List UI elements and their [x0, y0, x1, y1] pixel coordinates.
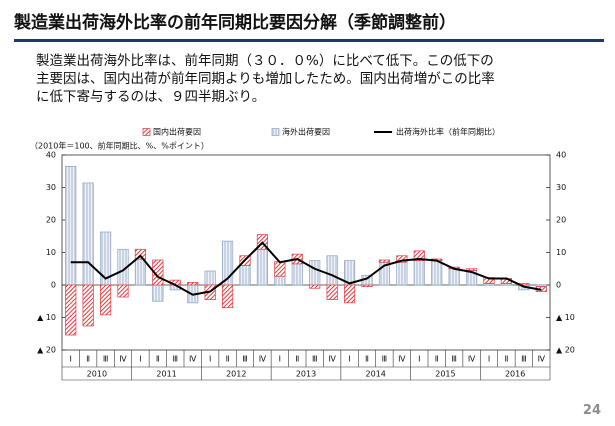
bar — [152, 259, 164, 286]
year-label: 2010 — [87, 370, 107, 379]
x-tick-label: Ⅱ — [86, 355, 90, 364]
year-label: 2012 — [226, 370, 246, 379]
y2-tick-label: ▲ 10 — [556, 313, 575, 322]
bar — [82, 182, 94, 286]
y2-tick-label: 20 — [556, 216, 566, 225]
bar — [99, 284, 112, 316]
year-label: 2016 — [505, 370, 525, 379]
bar — [343, 284, 356, 304]
x-tick-label: Ⅱ — [435, 355, 439, 364]
x-tick-label: Ⅰ — [279, 355, 281, 364]
bar — [396, 261, 408, 286]
x-tick-label: Ⅳ — [468, 355, 476, 364]
bar — [326, 255, 338, 286]
x-tick-label: Ⅱ — [156, 355, 160, 364]
x-tick-label: Ⅰ — [70, 355, 72, 364]
bar — [448, 268, 460, 286]
y2-tick-label: ▲ 20 — [556, 346, 575, 355]
bar — [378, 259, 391, 263]
bar — [152, 284, 164, 302]
x-tick-label: Ⅱ — [295, 355, 299, 364]
bar — [221, 284, 234, 309]
x-tick-label: Ⅳ — [189, 355, 197, 364]
bar — [134, 258, 147, 286]
y-tick-label: 20 — [46, 216, 56, 225]
legend-swatch — [271, 128, 280, 136]
x-tick-label: Ⅲ — [173, 355, 179, 364]
bar — [256, 248, 269, 286]
y-tick-label: ▲ 20 — [37, 346, 56, 355]
bar — [309, 260, 321, 286]
x-tick-label: Ⅰ — [418, 355, 420, 364]
y2-tick-label: 0 — [556, 281, 561, 290]
y-tick-label: 40 — [46, 151, 56, 160]
year-label: 2014 — [366, 370, 386, 379]
y2-tick-label: 30 — [556, 183, 566, 192]
bar — [204, 270, 216, 286]
line-series — [70, 241, 542, 296]
body-line: 主要因は、国内出荷が前年同期よりも増加したため。国内出荷増がこの比率 — [36, 71, 495, 87]
bar — [361, 284, 373, 287]
y-tick-label: 0 — [51, 281, 56, 290]
x-tick-label: Ⅲ — [382, 355, 388, 364]
bar — [274, 261, 286, 277]
x-tick-label: Ⅱ — [504, 355, 508, 364]
y-tick-label: ▲ 10 — [37, 313, 56, 322]
year-label: 2011 — [156, 370, 176, 379]
x-tick-label: Ⅳ — [259, 355, 267, 364]
bar — [309, 284, 321, 289]
x-tick-label: Ⅲ — [242, 355, 248, 364]
page-number: 24 — [582, 403, 601, 418]
x-tick-label: Ⅱ — [226, 355, 230, 364]
y2-tick-label: 10 — [556, 248, 566, 257]
x-tick-label: Ⅳ — [538, 355, 546, 364]
x-tick-label: Ⅳ — [119, 355, 127, 364]
bar — [239, 265, 251, 286]
slide-title: 製造業出荷海外比率の前年同期比要因分解（季節調整前） — [14, 8, 604, 42]
y-tick-label: 10 — [46, 248, 56, 257]
body-text: 製造業出荷海外比率は、前年同期（３０．０%）に比べて低下。この低下の 主要因は、… — [36, 52, 596, 106]
bar — [65, 166, 77, 286]
bar — [465, 268, 478, 271]
bar — [291, 263, 303, 286]
x-tick-label: Ⅲ — [103, 355, 109, 364]
legend-label: 出荷海外比率（前年同期比） — [396, 127, 500, 137]
y-tick-label: 30 — [46, 183, 56, 192]
bar — [65, 284, 77, 336]
x-tick-label: Ⅱ — [365, 355, 369, 364]
bar — [431, 260, 443, 286]
bar — [413, 260, 425, 286]
x-tick-label: Ⅳ — [398, 355, 406, 364]
bar — [134, 248, 147, 260]
x-tick-label: Ⅰ — [209, 355, 211, 364]
body-line: に低下寄与するのは、９四半期ぶり。 — [36, 89, 266, 105]
year-label: 2013 — [296, 370, 316, 379]
x-tick-label: Ⅰ — [139, 355, 141, 364]
bar — [413, 250, 425, 261]
year-label: 2015 — [435, 370, 455, 379]
x-tick-label: Ⅲ — [521, 355, 527, 364]
x-tick-label: Ⅳ — [328, 355, 336, 364]
bar — [326, 284, 338, 300]
chart-note: （2010年＝100、前年同期比、%、%ポイント） — [30, 141, 209, 151]
bar — [396, 255, 408, 263]
y2-tick-label: 40 — [556, 151, 566, 160]
x-tick-label: Ⅰ — [348, 355, 350, 364]
legend-swatch — [142, 128, 151, 136]
x-tick-label: Ⅲ — [312, 355, 318, 364]
bar — [274, 275, 286, 286]
bar — [82, 284, 94, 327]
legend-label: 国内出荷要因 — [153, 127, 201, 137]
bar — [117, 284, 129, 298]
x-tick-label: Ⅲ — [451, 355, 457, 364]
body-line: 製造業出荷海外比率は、前年同期（３０．０%）に比べて低下。この低下の — [36, 53, 494, 69]
x-tick-label: Ⅰ — [488, 355, 490, 364]
bar — [187, 282, 199, 286]
legend-label: 海外出荷要因 — [282, 127, 330, 137]
